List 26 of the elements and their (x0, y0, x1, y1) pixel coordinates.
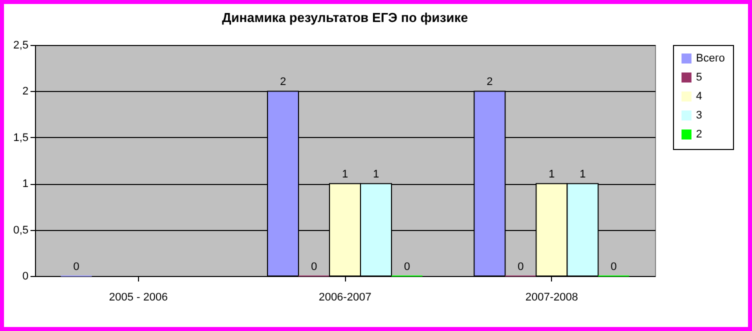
data-label: 0 (73, 261, 80, 273)
data-label: 0 (518, 261, 524, 273)
y-tick-label: 1 (22, 178, 28, 190)
data-label: 0 (404, 261, 410, 273)
legend-label: Всего (696, 52, 725, 64)
y-tick-label: 2,5 (13, 40, 28, 52)
data-label: 0 (610, 261, 617, 273)
legend-label: 5 (696, 72, 702, 84)
data-label: 2 (486, 76, 493, 88)
x-tick-label: 2007-2008 (525, 292, 578, 304)
data-label: 1 (580, 168, 586, 181)
x-tick-label: 2006-2007 (318, 292, 372, 304)
data-label: 1 (548, 168, 555, 181)
legend-label: 3 (696, 110, 702, 122)
chart-title: Динамика результатов ЕГЭ по физике (222, 10, 468, 25)
legend-label: 2 (696, 128, 702, 140)
data-label: 1 (342, 168, 348, 181)
data-label: 0 (310, 261, 318, 273)
data-label: 1 (372, 168, 380, 181)
y-tick-label: 0,5 (13, 224, 28, 236)
data-label: 2 (280, 76, 286, 88)
y-tick-label: 0 (22, 270, 28, 282)
legend-label: 4 (696, 90, 702, 102)
y-tick-label: 1,5 (13, 132, 28, 144)
y-tick-label: 2 (22, 86, 28, 98)
x-tick-label: 2005 - 2006 (108, 292, 168, 304)
